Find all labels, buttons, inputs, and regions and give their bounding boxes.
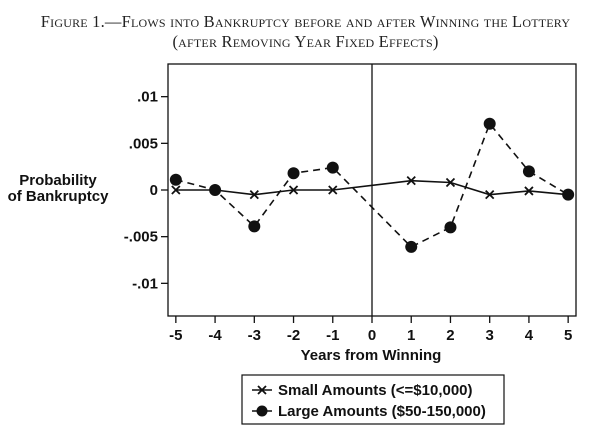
x-tick-label: -2 (287, 327, 300, 344)
data-point (248, 220, 261, 233)
data-point (171, 185, 181, 195)
legend-small-marker (257, 385, 267, 395)
data-point (328, 185, 338, 195)
legend-box (241, 374, 505, 425)
data-point (287, 167, 300, 180)
series-layer (169, 117, 575, 253)
y-tick-label: .005 (129, 135, 158, 152)
y-tick-label: 0 (150, 182, 158, 199)
data-point (288, 185, 299, 195)
x-tick-label: -1 (326, 327, 339, 344)
data-point (522, 165, 535, 178)
data-point (209, 184, 222, 196)
x-tick-label: -3 (248, 327, 261, 344)
x-tick-label: 1 (407, 327, 415, 344)
data-point (445, 177, 456, 188)
x-tick-label: 0 (368, 327, 376, 344)
legend: Small Amounts (<=$10,000) Large Amounts … (241, 374, 505, 425)
x-tick-label: 5 (564, 327, 572, 344)
chart-subtitle: (after Removing Year Fixed Effects) (172, 32, 439, 51)
chart-title: Figure 1.—Flows into Bankruptcy before a… (40, 12, 571, 31)
data-point (249, 190, 259, 200)
y-tick-label: .01 (137, 89, 158, 106)
x-tick-label: 3 (486, 327, 494, 344)
data-point (485, 190, 495, 200)
y-axis: .01 .005 0 -.005 -.01 (124, 89, 168, 292)
data-point (483, 117, 496, 130)
y-tick-label: -.01 (132, 275, 158, 292)
y-axis-label-line2: of Bankruptcy (8, 188, 110, 205)
data-point (326, 161, 339, 174)
data-point (524, 186, 534, 196)
x-tick-label: 2 (446, 327, 454, 344)
data-point (169, 173, 182, 186)
legend-large-marker (256, 405, 268, 417)
x-tick-label: -5 (169, 327, 182, 344)
x-axis-label: Years from Winning (301, 347, 442, 364)
data-point (405, 240, 418, 253)
data-point (406, 176, 416, 186)
x-tick-label: -4 (208, 327, 222, 344)
data-point (444, 221, 457, 234)
legend-item-large: Large Amounts ($50-150,000) (278, 403, 486, 420)
x-axis: -5 -4 -3 -2 -1 0 1 2 3 4 5 (169, 316, 572, 344)
legend-item-small: Small Amounts (<=$10,000) (278, 382, 473, 399)
data-point (562, 188, 575, 201)
x-tick-label: 4 (525, 327, 534, 344)
y-tick-label: -.005 (124, 229, 158, 246)
y-axis-label-line1: Probability (19, 172, 97, 189)
